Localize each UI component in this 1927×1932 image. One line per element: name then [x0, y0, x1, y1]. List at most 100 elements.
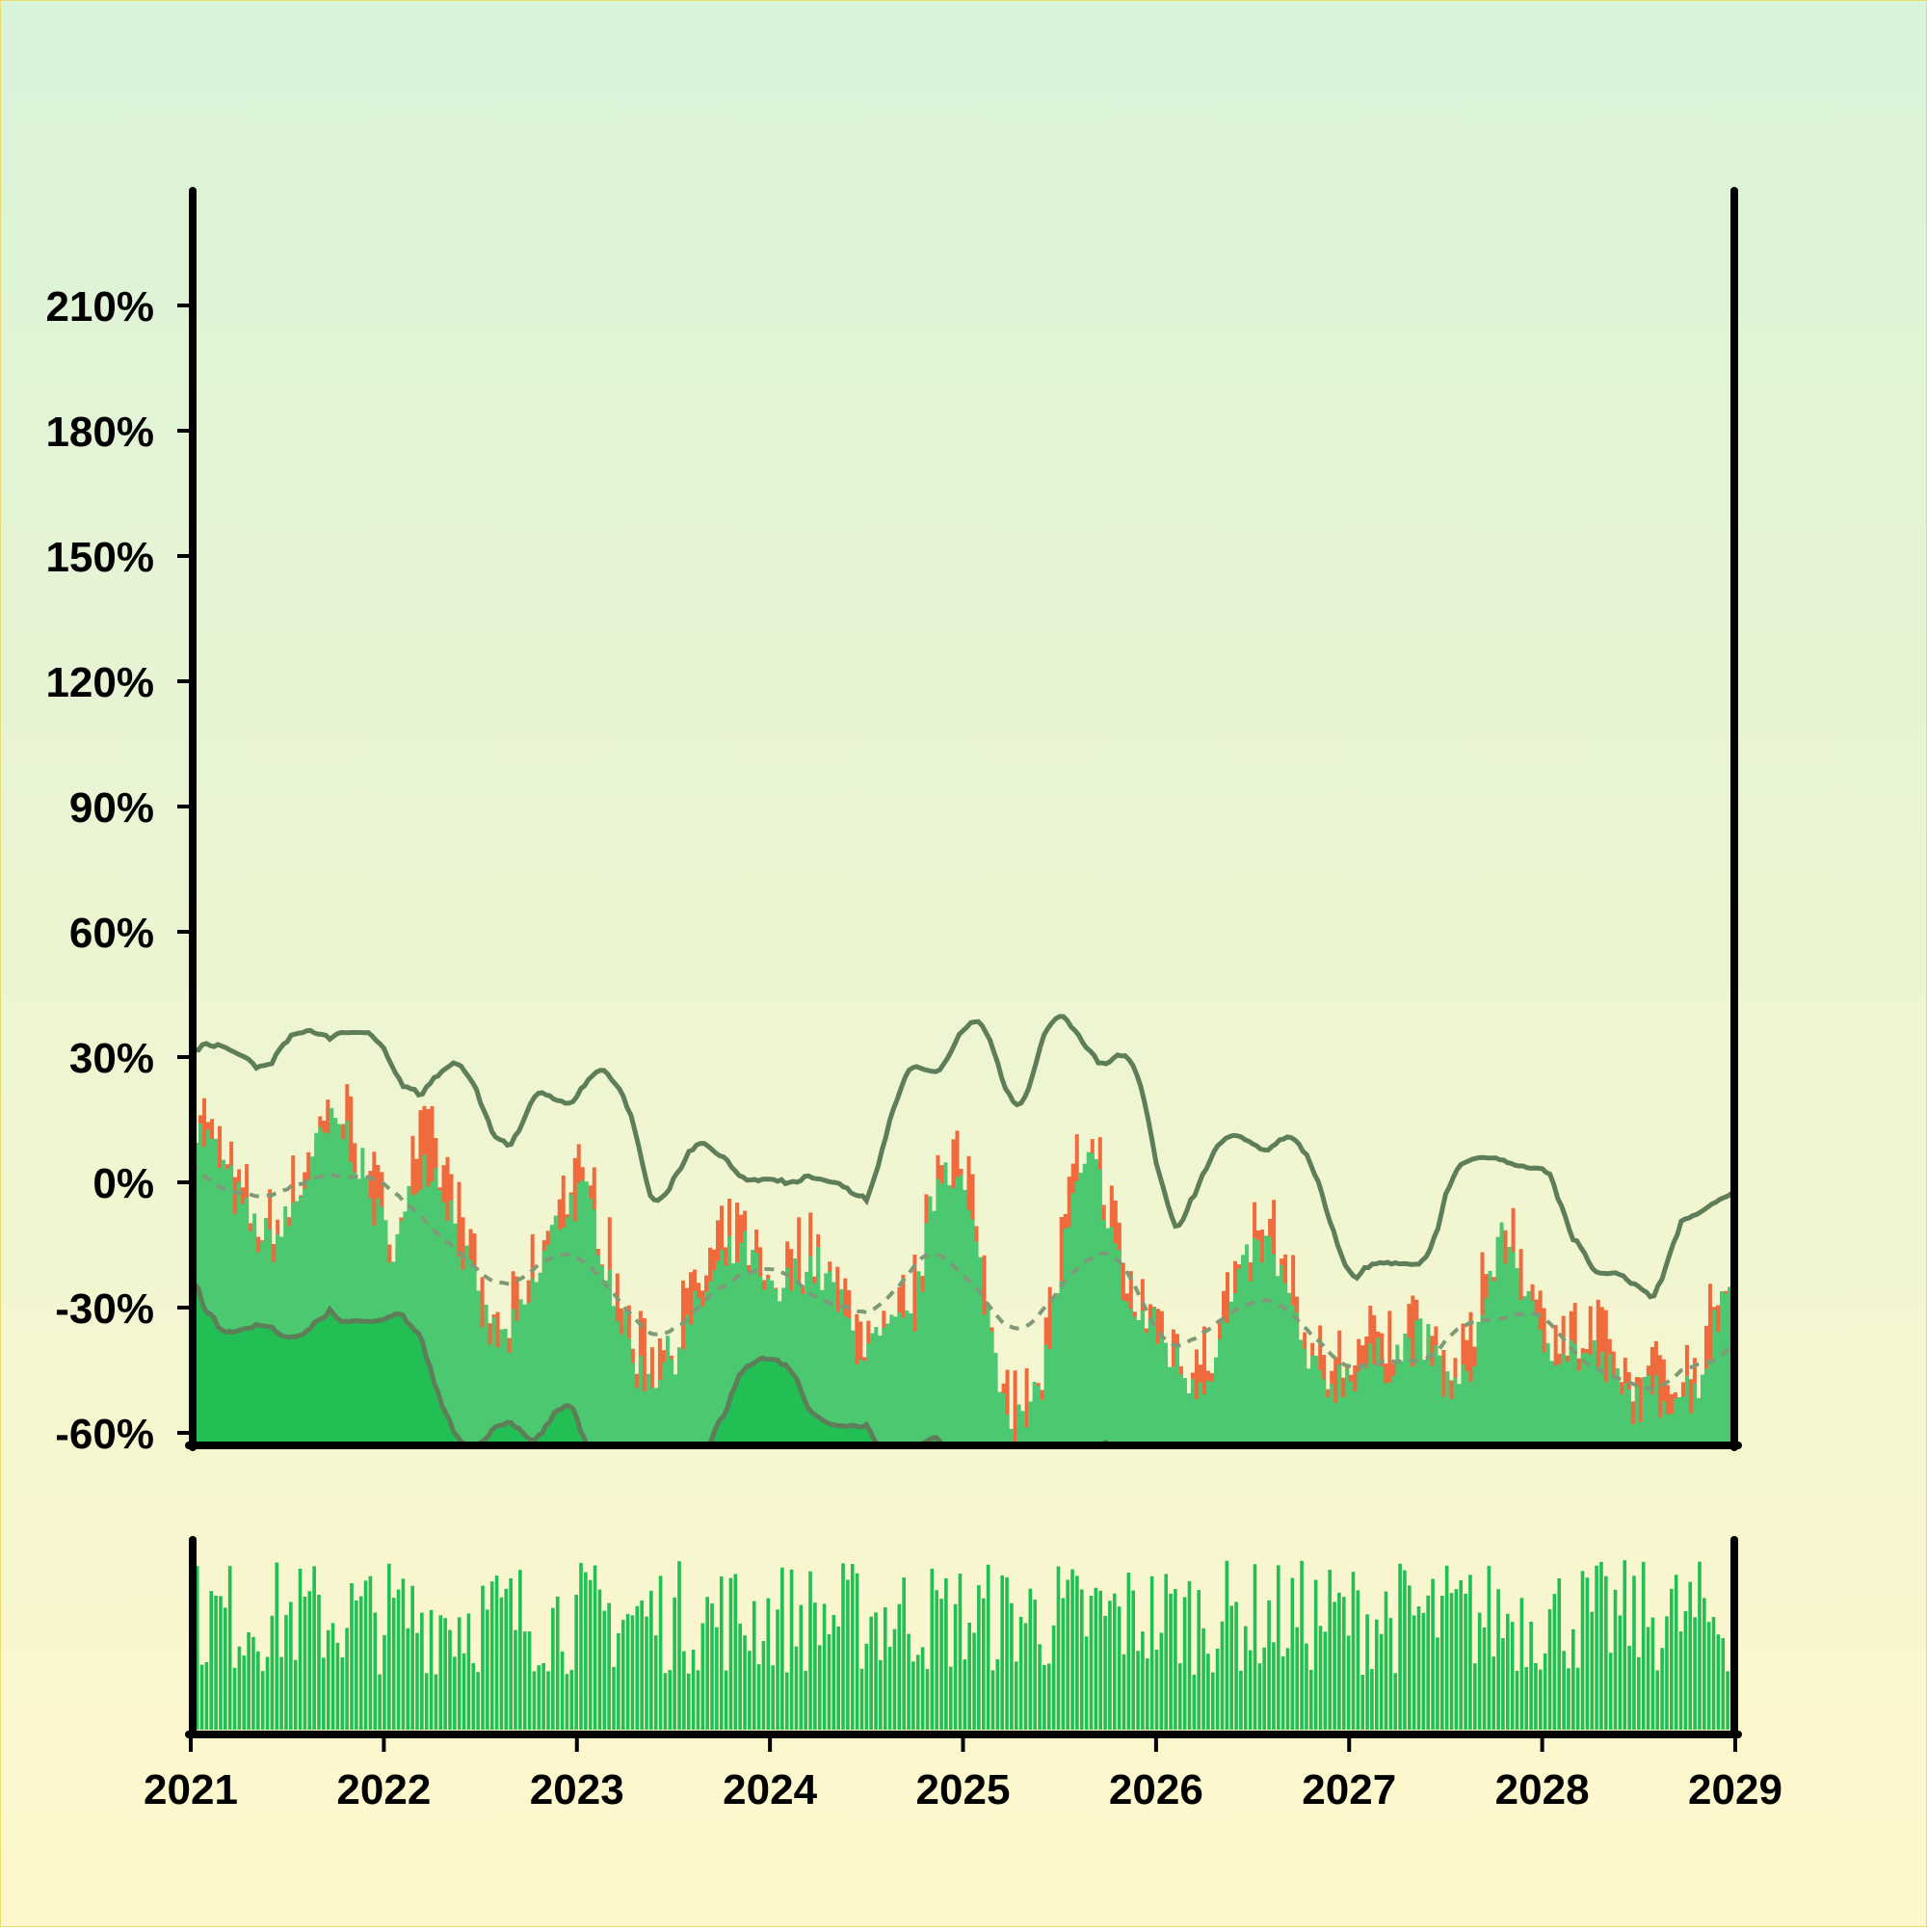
volume-bar	[1431, 1578, 1435, 1730]
volume-bar	[972, 1632, 976, 1730]
volume-bar	[1262, 1647, 1267, 1730]
volume-bar	[1253, 1564, 1257, 1730]
volume-bar	[1505, 1613, 1510, 1730]
volume-bar	[963, 1659, 967, 1730]
volume-bar	[748, 1651, 752, 1730]
y-tick-label: -30%	[55, 1285, 154, 1333]
volume-bar	[1122, 1654, 1126, 1730]
volume-bar	[514, 1629, 517, 1730]
volume-bar	[247, 1632, 251, 1730]
volume-bar	[1683, 1611, 1688, 1730]
volume-bar	[368, 1575, 373, 1730]
volume-bar	[719, 1576, 724, 1730]
volume-bar	[850, 1564, 855, 1730]
volume-bar	[1066, 1579, 1070, 1730]
volume-bar	[1543, 1653, 1547, 1730]
volume-bar	[925, 1669, 930, 1730]
volume-bar	[1519, 1598, 1524, 1730]
volume-bar	[1698, 1561, 1702, 1730]
volume-bar	[1464, 1593, 1467, 1730]
volume-bar	[1136, 1651, 1140, 1730]
volume-bar	[1257, 1663, 1262, 1730]
volume-bar	[780, 1567, 784, 1730]
volume-bar	[1706, 1622, 1711, 1730]
volume-bar	[597, 1589, 602, 1730]
volume-bar	[204, 1662, 209, 1730]
volume-bar	[761, 1641, 766, 1730]
volume-bar	[1046, 1663, 1051, 1730]
volume-bar	[1248, 1650, 1253, 1730]
volume-bar	[1426, 1595, 1431, 1730]
y-tick-label: 120%	[45, 659, 154, 706]
volume-bar	[1094, 1587, 1098, 1730]
volume-bar	[518, 1570, 522, 1730]
volume-bar	[546, 1671, 550, 1730]
volume-bar	[504, 1588, 509, 1730]
volume-bar	[1043, 1664, 1046, 1730]
volume-bar	[902, 1577, 906, 1730]
volume-bar	[322, 1657, 326, 1730]
volume-bar	[1141, 1631, 1145, 1730]
volume-bar	[1449, 1593, 1454, 1730]
volume-bar	[489, 1581, 494, 1730]
volume-bar	[1267, 1600, 1271, 1730]
volume-bar	[1515, 1670, 1519, 1730]
volume-bar	[1726, 1671, 1729, 1730]
volume-bar	[1412, 1615, 1416, 1730]
volume-bar	[303, 1597, 307, 1730]
volume-bar	[1510, 1622, 1515, 1730]
volume-bar	[1454, 1589, 1459, 1730]
volume-bar	[1562, 1651, 1566, 1730]
volume-bar	[1529, 1622, 1533, 1730]
volume-bar	[990, 1670, 995, 1730]
volume-bar	[930, 1568, 935, 1730]
volume-bar	[813, 1602, 817, 1730]
volume-bar	[1650, 1617, 1655, 1730]
volume-bar	[453, 1656, 457, 1730]
volume-bar	[1061, 1598, 1066, 1730]
y-tick-label: 150%	[45, 534, 154, 581]
volume-bar	[1323, 1631, 1328, 1730]
volume-bar	[897, 1603, 902, 1730]
volume-bar	[1407, 1585, 1412, 1730]
volume-bar	[443, 1618, 447, 1730]
volume-bar	[537, 1665, 541, 1730]
volume-bar	[1174, 1589, 1177, 1730]
volume-bar	[457, 1617, 462, 1730]
volume-bar	[1149, 1575, 1154, 1730]
volume-bar	[1145, 1658, 1149, 1730]
volume-bar	[822, 1603, 827, 1730]
volume-bar	[907, 1633, 911, 1730]
volume-bar	[1703, 1598, 1706, 1730]
volume-bar	[846, 1579, 850, 1730]
volume-plot-area	[191, 1560, 1734, 1730]
volume-bar	[499, 1597, 504, 1730]
volume-bar	[1571, 1628, 1575, 1730]
volume-bar	[448, 1629, 452, 1730]
volume-bar	[948, 1666, 953, 1730]
volume-bar	[1538, 1669, 1543, 1730]
volume-bar	[1295, 1627, 1300, 1730]
volume-bar	[1365, 1614, 1369, 1730]
volume-bar	[1669, 1588, 1674, 1730]
volume-bar	[1197, 1590, 1201, 1730]
volume-bar	[1482, 1628, 1487, 1730]
volume-bar	[279, 1656, 283, 1730]
volume-bar	[1333, 1601, 1336, 1730]
volume-bar	[415, 1632, 419, 1730]
volume-bar	[1192, 1675, 1197, 1730]
volume-bar	[668, 1670, 673, 1730]
volume-bar	[438, 1615, 443, 1730]
volume-bar	[569, 1670, 574, 1730]
volume-bar	[284, 1615, 288, 1730]
volume-bar	[1225, 1560, 1229, 1730]
volume-bar	[242, 1655, 247, 1730]
volume-bar	[1472, 1663, 1477, 1730]
volume-bar	[574, 1595, 578, 1730]
volume-bar	[1182, 1597, 1187, 1730]
volume-bar	[1534, 1663, 1538, 1730]
volume-bar	[944, 1578, 948, 1730]
volume-bar	[471, 1662, 476, 1730]
volume-bar	[1159, 1632, 1164, 1730]
volume-bar	[1005, 1576, 1009, 1730]
